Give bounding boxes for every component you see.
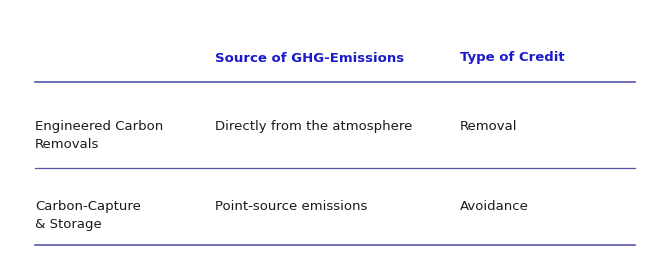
Text: Point-source emissions: Point-source emissions <box>215 200 367 213</box>
Text: Type of Credit: Type of Credit <box>460 51 564 64</box>
Text: Engineered Carbon
Removals: Engineered Carbon Removals <box>35 120 163 151</box>
Text: Directly from the atmosphere: Directly from the atmosphere <box>215 120 412 133</box>
Text: Avoidance: Avoidance <box>460 200 529 213</box>
Text: Carbon-Capture
& Storage: Carbon-Capture & Storage <box>35 200 141 231</box>
Text: Removal: Removal <box>460 120 517 133</box>
Text: Source of GHG-Emissions: Source of GHG-Emissions <box>215 51 404 64</box>
